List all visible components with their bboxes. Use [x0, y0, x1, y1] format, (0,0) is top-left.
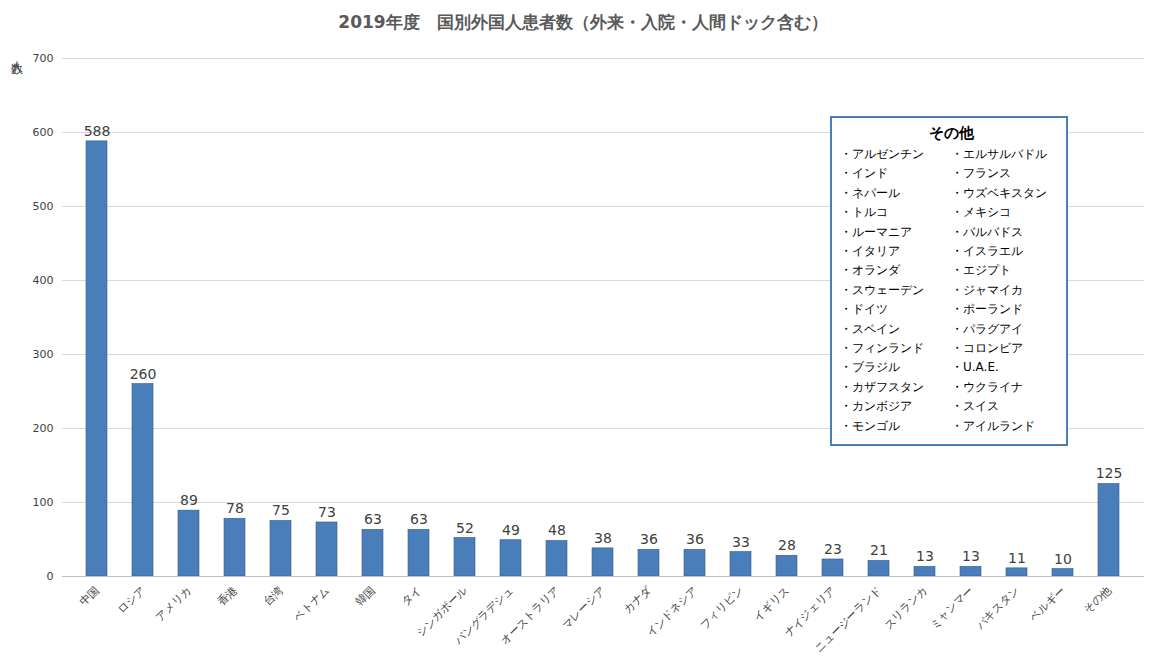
html-text:・カザフスタン: ・カザフスタン — [840, 379, 924, 394]
html-text:・スイス: ・スイス — [951, 399, 999, 414]
svg-text:75: 75 — [272, 502, 290, 518]
svg-text:300: 300 — [33, 348, 54, 361]
svg-text:フィリピン: フィリピン — [698, 584, 746, 632]
html-text:・フランス: ・フランス — [951, 166, 1011, 181]
svg-text:韓国: 韓国 — [353, 584, 378, 609]
svg-text:カナダ: カナダ — [621, 583, 654, 616]
svg-text:28: 28 — [778, 537, 796, 553]
html-text:・イスラエル: ・イスラエル — [951, 244, 1023, 258]
svg-text:中国: 中国 — [77, 584, 102, 609]
svg-text:36: 36 — [640, 531, 658, 547]
svg-text:ベルギー: ベルギー — [1027, 584, 1067, 624]
html-text:・ルーマニア: ・ルーマニア — [840, 224, 912, 239]
html-text:人数: 人数 — [10, 52, 24, 54]
html-text:・オランダ: ・オランダ — [840, 263, 900, 278]
svg-text:ナイジェリア: ナイジェリア — [781, 583, 838, 640]
svg-text:13: 13 — [916, 548, 934, 564]
html-text:・ネパール: ・ネパール — [840, 185, 900, 200]
svg-text:21: 21 — [870, 542, 888, 558]
html-text:・アルゼンチン: ・アルゼンチン — [840, 147, 924, 161]
svg-text:マレーシア: マレーシア — [560, 584, 608, 632]
svg-text:香港: 香港 — [215, 584, 240, 609]
svg-text:73: 73 — [318, 504, 336, 520]
svg-text:63: 63 — [364, 511, 382, 527]
svg-text:バングラデシュ: バングラデシュ — [452, 583, 516, 648]
html-text:・イタリア: ・イタリア — [840, 244, 900, 258]
html-text:・パラグアイ: ・パラグアイ — [951, 321, 1023, 336]
html-text:・アイルランド: ・アイルランド — [951, 418, 1035, 433]
svg-text:13: 13 — [962, 548, 980, 564]
svg-text:49: 49 — [502, 522, 520, 538]
html-text:・エジプト: ・エジプト — [951, 263, 1011, 278]
svg-text:タイ: タイ — [399, 584, 424, 609]
html-text:・ジャマイカ: ・ジャマイカ — [951, 282, 1023, 297]
svg-text:アメリカ: アメリカ — [153, 584, 193, 624]
svg-text:インドネシア: インドネシア — [644, 584, 700, 640]
html-text:・エルサルバドル: ・エルサルバドル — [951, 147, 1047, 161]
svg-text:オーストラリア: オーストラリア — [498, 584, 562, 648]
svg-text:588: 588 — [84, 123, 111, 139]
svg-text:200: 200 — [33, 422, 54, 435]
svg-text:スリランカ: スリランカ — [882, 584, 930, 632]
html-text:・バルバドス: ・バルバドス — [951, 224, 1023, 239]
html-text:その他: その他 — [928, 124, 974, 142]
svg-text:台湾: 台湾 — [261, 584, 286, 609]
html-text:・モンゴル: ・モンゴル — [840, 418, 900, 433]
svg-text:600: 600 — [33, 126, 54, 139]
svg-text:0: 0 — [47, 570, 54, 583]
svg-text:23: 23 — [824, 541, 842, 557]
html-text:・ポーランド: ・ポーランド — [951, 302, 1023, 317]
html-text:・ウズベキスタン: ・ウズベキスタン — [951, 185, 1047, 200]
html-text:・U.A.E.: ・U.A.E. — [951, 360, 999, 375]
svg-text:500: 500 — [33, 200, 54, 213]
svg-text:33: 33 — [732, 534, 750, 550]
html-text:・カンボジア: ・カンボジア — [840, 399, 912, 414]
svg-text:260: 260 — [130, 366, 157, 382]
svg-text:10: 10 — [1054, 551, 1072, 567]
svg-text:89: 89 — [180, 492, 198, 508]
svg-text:パキスタン: パキスタン — [973, 584, 1022, 633]
html-text:・インド: ・インド — [840, 166, 888, 181]
svg-text:52: 52 — [456, 520, 474, 536]
html-text:・トルコ: ・トルコ — [840, 205, 888, 220]
svg-text:ミャンマー: ミャンマー — [928, 584, 976, 632]
svg-text:100: 100 — [33, 496, 54, 509]
svg-text:400: 400 — [33, 274, 54, 287]
html-text:・ウクライナ: ・ウクライナ — [951, 379, 1023, 394]
svg-text:ベトナム: ベトナム — [291, 584, 331, 624]
svg-text:ロシア: ロシア — [115, 584, 148, 617]
html-text:・スペイン: ・スペイン — [840, 321, 900, 336]
html-text:・ドイツ: ・ドイツ — [840, 302, 888, 317]
html-text:・スウェーデン: ・スウェーデン — [840, 282, 924, 297]
svg-text:63: 63 — [410, 511, 428, 527]
html-text:2019年度 国別外国人患者数（外来・入院・人間ドック含む）: 2019年度 国別外国人患者数（外来・入院・人間ドック含む） — [338, 12, 828, 32]
svg-text:36: 36 — [686, 531, 704, 547]
html-text:・ブラジル: ・ブラジル — [840, 360, 900, 375]
svg-text:シンガポール: シンガポール — [413, 583, 470, 640]
svg-text:11: 11 — [1008, 550, 1026, 566]
html-text:・メキシコ: ・メキシコ — [951, 205, 1011, 220]
html-text:・フィンランド: ・フィンランド — [840, 341, 924, 356]
svg-text:38: 38 — [594, 530, 612, 546]
svg-text:その他: その他 — [1081, 584, 1114, 617]
svg-text:ニュージーランド: ニュージーランド — [812, 584, 883, 655]
svg-text:125: 125 — [1096, 465, 1123, 481]
svg-text:48: 48 — [548, 522, 566, 538]
svg-text:78: 78 — [226, 500, 244, 516]
svg-text:イギリス: イギリス — [751, 584, 791, 624]
svg-text:700: 700 — [33, 52, 54, 65]
html-text:・コロンビア: ・コロンビア — [951, 341, 1023, 356]
